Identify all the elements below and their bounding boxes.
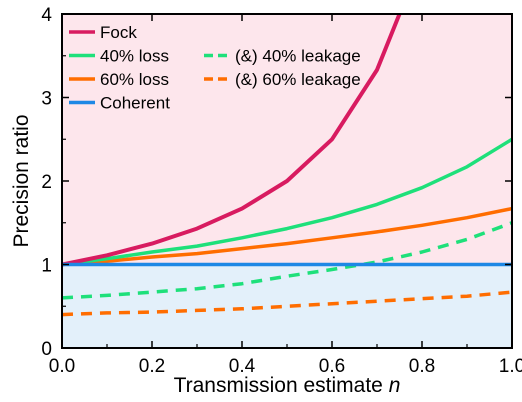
legend-label-60-loss: 60% loss — [100, 70, 169, 89]
legend-label-coherent: Coherent — [100, 94, 170, 113]
y-tick-label: 2 — [41, 172, 52, 193]
x-axis-variable: n — [389, 374, 401, 397]
shade-below-coherent — [62, 265, 512, 349]
y-axis-label: Precision ratio — [10, 114, 33, 247]
x-axis-label: Transmission estimate n — [174, 374, 401, 397]
legend-label-40-leakage: (&) 40% leakage — [235, 47, 361, 66]
x-tick-label: 1.0 — [499, 356, 522, 377]
legend-label-40-loss: 40% loss — [100, 47, 169, 66]
y-tick-label: 1 — [41, 256, 52, 277]
y-tick-label: 3 — [41, 89, 52, 110]
legend-label-60-leakage: (&) 60% leakage — [235, 70, 361, 89]
x-tick-label: 0.2 — [139, 356, 165, 377]
x-tick-label: 0.0 — [49, 356, 75, 377]
y-tick-label: 4 — [41, 5, 52, 26]
y-tick-label: 0 — [41, 339, 52, 360]
x-tick-label: 0.8 — [409, 356, 435, 377]
legend-label-fock: Fock — [100, 23, 137, 42]
